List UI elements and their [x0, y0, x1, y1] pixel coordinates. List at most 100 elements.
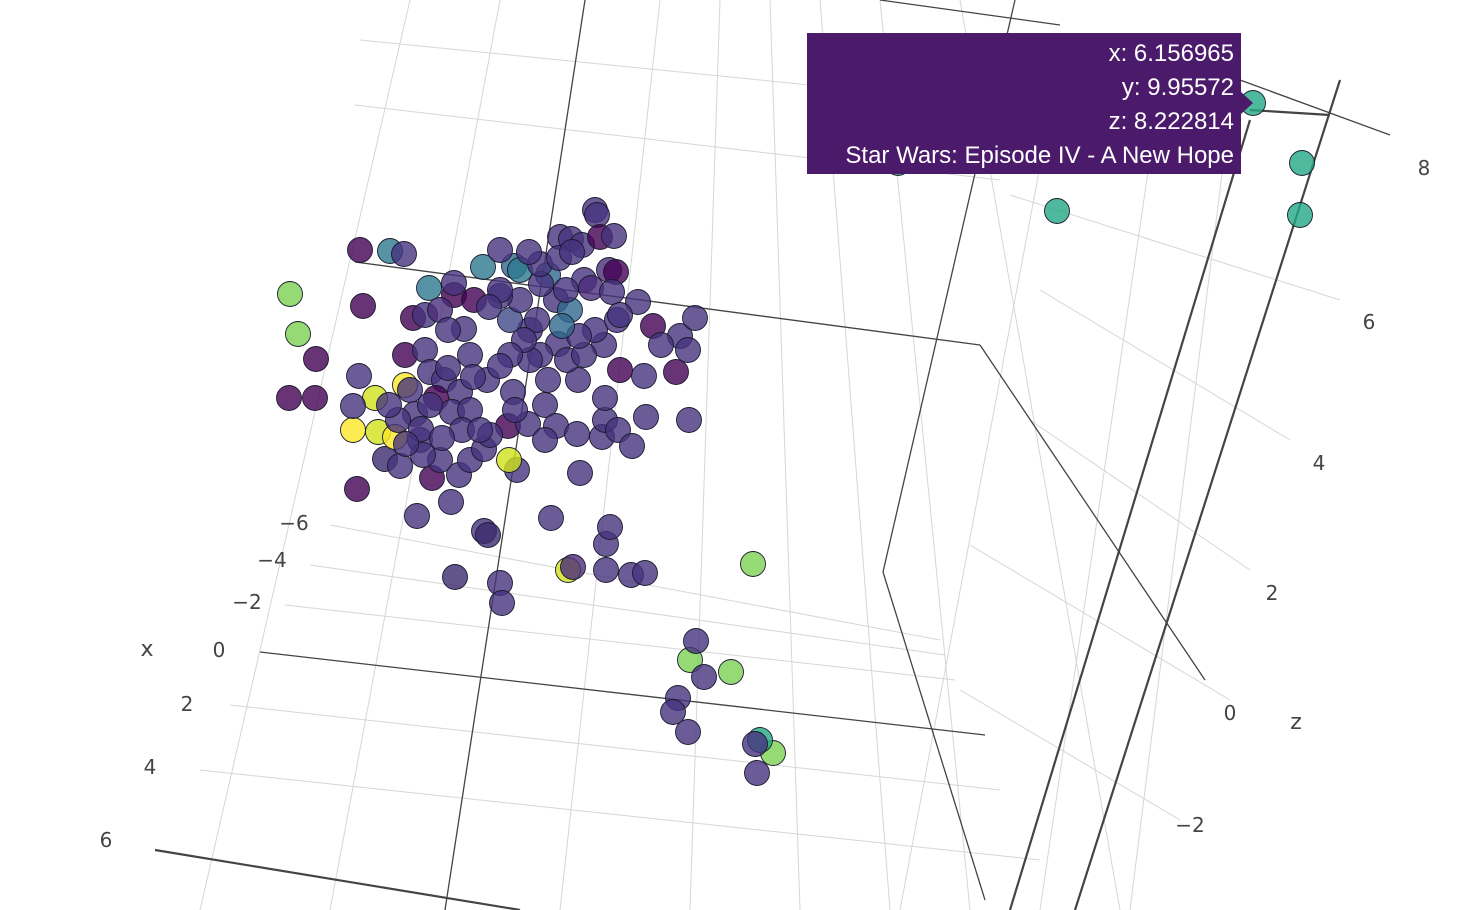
x-tick-label: 0	[213, 638, 226, 662]
data-point[interactable]	[631, 363, 657, 389]
hover-y-value: y: 9.95572	[1122, 74, 1234, 101]
z-axis: z −2 0 2 4 6 8	[1175, 156, 1430, 837]
data-point[interactable]	[607, 302, 633, 328]
hover-tooltip: x: 6.156965 y: 9.95572 z: 8.222814 Star …	[807, 33, 1253, 174]
data-point[interactable]	[457, 342, 483, 368]
data-point[interactable]	[416, 275, 442, 301]
z-tick-label: −2	[1175, 813, 1204, 837]
data-point[interactable]	[442, 564, 468, 590]
data-point[interactable]	[277, 281, 303, 307]
x-tick-label: 4	[144, 755, 157, 779]
data-point[interactable]	[417, 392, 443, 418]
x-tick-label: −6	[279, 511, 308, 535]
data-point[interactable]	[676, 407, 702, 433]
z-tick-label: 4	[1313, 451, 1326, 475]
data-point[interactable]	[391, 241, 417, 267]
data-point[interactable]	[559, 239, 585, 265]
x-axis-title: x	[140, 637, 153, 662]
data-point[interactable]	[285, 321, 311, 347]
hover-pointer	[1241, 92, 1253, 114]
data-point[interactable]	[675, 719, 701, 745]
data-point[interactable]	[387, 453, 413, 479]
data-point[interactable]	[742, 731, 768, 757]
data-point[interactable]	[601, 223, 627, 249]
data-point[interactable]	[340, 393, 366, 419]
data-point[interactable]	[535, 367, 561, 393]
z-axis-title: z	[1290, 710, 1302, 735]
data-point[interactable]	[538, 505, 564, 531]
data-point[interactable]	[376, 392, 402, 418]
data-point[interactable]	[344, 476, 370, 502]
z-tick-label: 8	[1418, 156, 1431, 180]
data-point[interactable]	[347, 237, 373, 263]
x-axis: x −6 −4 −2 0 2 4 6	[100, 511, 309, 852]
data-point[interactable]	[276, 385, 302, 411]
data-point[interactable]	[516, 239, 542, 265]
data-point[interactable]	[619, 433, 645, 459]
data-point[interactable]	[1044, 198, 1070, 224]
data-point[interactable]	[683, 628, 709, 654]
data-point[interactable]	[565, 367, 591, 393]
data-point[interactable]	[607, 357, 633, 383]
data-point[interactable]	[487, 353, 513, 379]
data-point[interactable]	[718, 659, 744, 685]
data-point[interactable]	[467, 417, 493, 443]
data-point[interactable]	[412, 337, 438, 363]
data-point[interactable]	[470, 254, 496, 280]
data-point[interactable]	[675, 337, 701, 363]
data-point[interactable]	[567, 460, 593, 486]
data-point[interactable]	[393, 431, 419, 457]
data-point[interactable]	[691, 664, 717, 690]
data-point[interactable]	[1289, 150, 1315, 176]
data-point[interactable]	[475, 522, 501, 548]
data-point[interactable]	[553, 277, 579, 303]
data-point[interactable]	[435, 355, 461, 381]
data-point[interactable]	[435, 317, 461, 343]
data-point[interactable]	[303, 346, 329, 372]
hover-x-value: x: 6.156965	[1109, 40, 1234, 67]
data-point[interactable]	[487, 237, 513, 263]
hover-box	[807, 33, 1241, 174]
data-point[interactable]	[744, 760, 770, 786]
data-point[interactable]	[740, 551, 766, 577]
data-point[interactable]	[438, 489, 464, 515]
data-point[interactable]	[476, 294, 502, 320]
data-point[interactable]	[599, 279, 625, 305]
data-point[interactable]	[460, 364, 486, 390]
data-point[interactable]	[648, 332, 674, 358]
data-point[interactable]	[350, 293, 376, 319]
x-tick-label: −2	[232, 590, 261, 614]
data-point[interactable]	[625, 289, 651, 315]
data-point[interactable]	[524, 307, 550, 333]
z-tick-label: 2	[1266, 581, 1279, 605]
data-point[interactable]	[593, 557, 619, 583]
data-point[interactable]	[340, 417, 366, 443]
data-point[interactable]	[663, 359, 689, 385]
data-point[interactable]	[404, 503, 430, 529]
z-tick-label: 0	[1224, 701, 1237, 725]
data-point[interactable]	[597, 514, 623, 540]
data-point[interactable]	[502, 397, 528, 423]
data-point[interactable]	[549, 313, 575, 339]
data-points[interactable]	[276, 90, 1315, 786]
data-point[interactable]	[660, 699, 686, 725]
data-point[interactable]	[429, 425, 455, 451]
data-point[interactable]	[346, 363, 372, 389]
x-tick-label: 2	[181, 692, 194, 716]
data-point[interactable]	[1287, 202, 1313, 228]
data-point[interactable]	[564, 421, 590, 447]
hover-point-name: Star Wars: Episode IV - A New Hope	[845, 142, 1234, 169]
data-point[interactable]	[584, 202, 610, 228]
data-point[interactable]	[532, 427, 558, 453]
data-point[interactable]	[633, 404, 659, 430]
data-point[interactable]	[441, 270, 467, 296]
data-point[interactable]	[302, 385, 328, 411]
data-point[interactable]	[560, 554, 586, 580]
hover-z-value: z: 8.222814	[1109, 108, 1234, 135]
data-point[interactable]	[682, 305, 708, 331]
data-point[interactable]	[632, 560, 658, 586]
data-point[interactable]	[592, 385, 618, 411]
data-point[interactable]	[489, 590, 515, 616]
data-point[interactable]	[496, 447, 522, 473]
